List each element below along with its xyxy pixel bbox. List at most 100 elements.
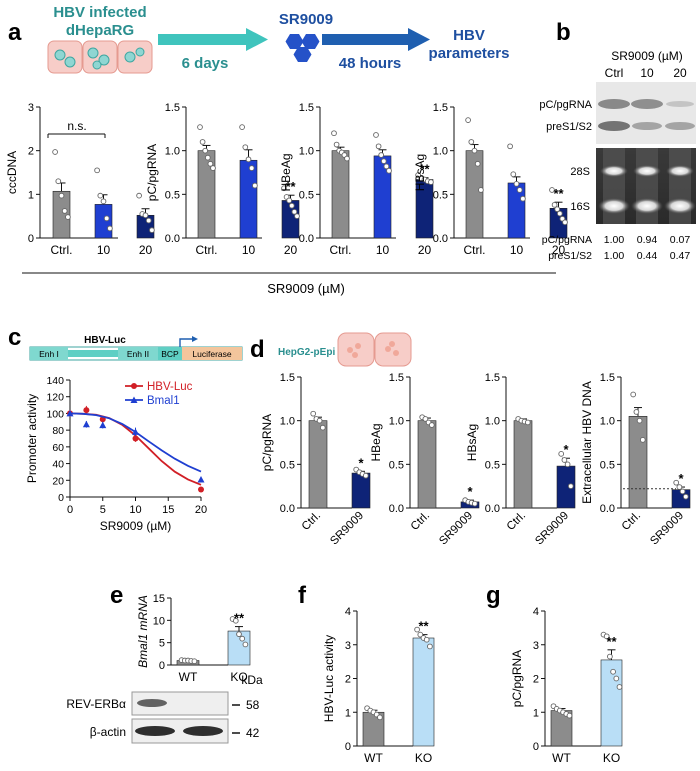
data-point bbox=[239, 635, 246, 642]
hours-label: 48 hours bbox=[339, 55, 402, 72]
x-tick-label: WT bbox=[364, 751, 383, 765]
bar-2 bbox=[136, 214, 155, 239]
band-label-pgrna: pC/pgRNA bbox=[539, 99, 592, 111]
significance-1: * bbox=[563, 442, 569, 457]
data-point bbox=[516, 187, 523, 193]
y-tick-label: 1.5 bbox=[280, 372, 295, 384]
bar-0 bbox=[628, 415, 648, 509]
kda-58: 58 bbox=[246, 698, 260, 712]
data-point bbox=[377, 714, 383, 721]
x-tick-label: 10 bbox=[97, 243, 111, 257]
x-tick-label: 20 bbox=[552, 243, 566, 257]
data-point bbox=[468, 139, 475, 145]
y-axis-title: cccDNA bbox=[5, 151, 19, 194]
x-tick-label: 0 bbox=[67, 504, 73, 516]
panel-label-d: d bbox=[250, 336, 265, 363]
panel-label-f: f bbox=[298, 582, 307, 609]
data-point bbox=[616, 684, 623, 690]
data-point bbox=[471, 500, 478, 507]
x-tick-label: 15 bbox=[162, 504, 174, 516]
data-point bbox=[682, 493, 689, 500]
data-point bbox=[633, 409, 640, 415]
chart-pc-pgrna-d: 0.0 0.5 1.0 1.5 pC/pgRNA Ctrl. * SR9009 bbox=[260, 372, 371, 548]
data-point bbox=[99, 421, 107, 429]
x-tick-label: 10 bbox=[242, 243, 256, 257]
data-point bbox=[66, 409, 74, 417]
enh1-box bbox=[30, 347, 68, 360]
data-point bbox=[415, 172, 421, 178]
lane-10: 10 bbox=[640, 66, 654, 80]
y-tick-label: 1.5 bbox=[433, 102, 448, 114]
kda-label: kDa bbox=[241, 673, 263, 687]
significance-2: ** bbox=[419, 162, 430, 177]
bar-1 bbox=[351, 472, 371, 509]
chart-hbeag-d: 0.0 0.5 1.0 1.5 HBeAg Ctrl. * SR9009 bbox=[369, 372, 480, 548]
quant-label-pres: preS1/S2 bbox=[548, 250, 592, 262]
data-point bbox=[422, 416, 429, 422]
panel-label-c: c bbox=[8, 324, 21, 351]
y-tick-label: 1.5 bbox=[485, 372, 500, 384]
band-pgrna-10 bbox=[631, 99, 663, 109]
drug-label: SR9009 bbox=[279, 11, 333, 28]
y-tick-label: 0.0 bbox=[299, 233, 314, 245]
x-tick-label: 10 bbox=[129, 504, 141, 516]
data-point bbox=[207, 160, 214, 167]
data-point bbox=[478, 187, 484, 193]
data-point bbox=[428, 179, 434, 185]
data-point bbox=[65, 214, 71, 220]
y-tick-label: 0 bbox=[28, 233, 34, 245]
bar-1 bbox=[239, 159, 258, 239]
data-point bbox=[136, 192, 142, 199]
y-tick-label: 1.0 bbox=[433, 146, 448, 158]
panel-label-a: a bbox=[8, 19, 22, 46]
data-point bbox=[294, 213, 300, 220]
y-tick-label: 1.5 bbox=[600, 372, 615, 384]
data-point bbox=[132, 435, 139, 442]
band-label-pres: preS1/S2 bbox=[546, 121, 592, 133]
luciferase-box bbox=[182, 347, 242, 360]
data-point bbox=[610, 668, 616, 675]
data-point bbox=[383, 163, 390, 170]
data-point bbox=[549, 187, 555, 193]
y-tick-label: 0.0 bbox=[433, 233, 448, 245]
panel-label-e: e bbox=[110, 582, 123, 609]
outcome-label-1: HBV bbox=[453, 27, 485, 44]
data-point bbox=[558, 451, 565, 457]
x-tick-label: 20 bbox=[139, 243, 153, 257]
data-point bbox=[232, 617, 239, 624]
revberb-blot bbox=[131, 691, 229, 716]
y-axis-title: Bmal1 mRNA bbox=[136, 595, 150, 668]
enh2-label: Enh II bbox=[127, 349, 149, 359]
x-tick-label: KO bbox=[415, 751, 432, 765]
data-point bbox=[252, 182, 258, 189]
x-tick-label: 20 bbox=[284, 243, 298, 257]
y-tick-label: 0.5 bbox=[280, 459, 295, 471]
data-point bbox=[414, 626, 420, 633]
construct-name: HBV-Luc bbox=[84, 335, 126, 346]
hbv-luc-construct: HBV-Luc Enh I Enh II BCP Luciferase bbox=[29, 335, 243, 361]
data-point bbox=[507, 143, 513, 150]
sr9009-molecule-icon bbox=[285, 34, 320, 62]
days-label: 6 days bbox=[182, 55, 229, 72]
data-point bbox=[567, 483, 574, 490]
y-tick-label: 1 bbox=[533, 707, 539, 719]
data-point bbox=[561, 457, 568, 463]
panel-a-schematic: HBV infected dHepaRG 6 days SR9009 48 ho… bbox=[47, 4, 509, 74]
y-axis-title: HBsAg bbox=[413, 154, 427, 191]
data-point bbox=[286, 197, 293, 204]
data-point bbox=[513, 181, 520, 187]
x-tick-label: 10 bbox=[510, 243, 524, 257]
y-axis-title: HBeAg bbox=[279, 153, 293, 191]
data-point bbox=[204, 154, 211, 161]
data-point bbox=[58, 192, 65, 199]
y-tick-label: 40 bbox=[52, 459, 64, 471]
y-tick-label: 1 bbox=[28, 189, 34, 201]
y-axis-title: pC/pgRNA bbox=[260, 414, 274, 471]
significance-1: ** bbox=[234, 611, 245, 626]
data-point bbox=[281, 185, 287, 192]
bar-1 bbox=[412, 637, 435, 747]
quant-pgrna-20: 0.07 bbox=[670, 234, 691, 246]
y-tick-label: 0.5 bbox=[299, 189, 314, 201]
band-pgrna-ctrl bbox=[598, 99, 630, 109]
